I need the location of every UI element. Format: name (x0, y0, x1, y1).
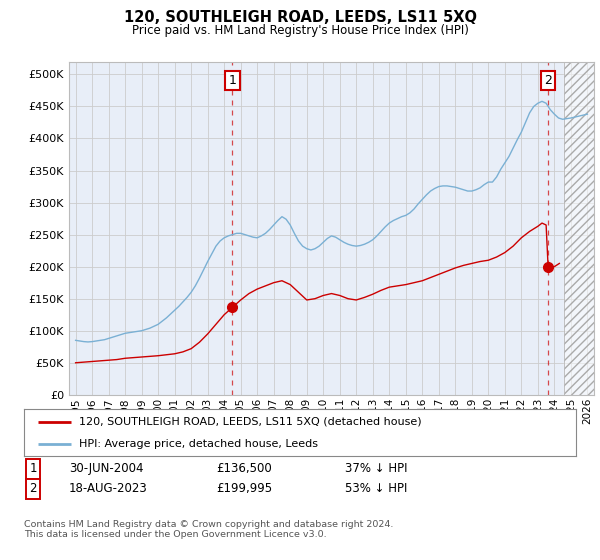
Text: 1: 1 (29, 462, 37, 475)
Text: Contains HM Land Registry data © Crown copyright and database right 2024.
This d: Contains HM Land Registry data © Crown c… (24, 520, 394, 539)
Text: £199,995: £199,995 (216, 482, 272, 496)
Text: 120, SOUTHLEIGH ROAD, LEEDS, LS11 5XQ: 120, SOUTHLEIGH ROAD, LEEDS, LS11 5XQ (124, 10, 476, 25)
Text: 1: 1 (229, 74, 236, 87)
Text: 120, SOUTHLEIGH ROAD, LEEDS, LS11 5XQ (detached house): 120, SOUTHLEIGH ROAD, LEEDS, LS11 5XQ (d… (79, 417, 422, 427)
Bar (564, 62, 594, 395)
Text: 18-AUG-2023: 18-AUG-2023 (69, 482, 148, 496)
Text: 2: 2 (29, 482, 37, 496)
Bar (564, 62, 594, 395)
Text: Price paid vs. HM Land Registry's House Price Index (HPI): Price paid vs. HM Land Registry's House … (131, 24, 469, 36)
Text: 37% ↓ HPI: 37% ↓ HPI (345, 462, 407, 475)
Text: £136,500: £136,500 (216, 462, 272, 475)
Text: 53% ↓ HPI: 53% ↓ HPI (345, 482, 407, 496)
Text: 2: 2 (544, 74, 552, 87)
Text: 30-JUN-2004: 30-JUN-2004 (69, 462, 143, 475)
Text: HPI: Average price, detached house, Leeds: HPI: Average price, detached house, Leed… (79, 438, 318, 449)
